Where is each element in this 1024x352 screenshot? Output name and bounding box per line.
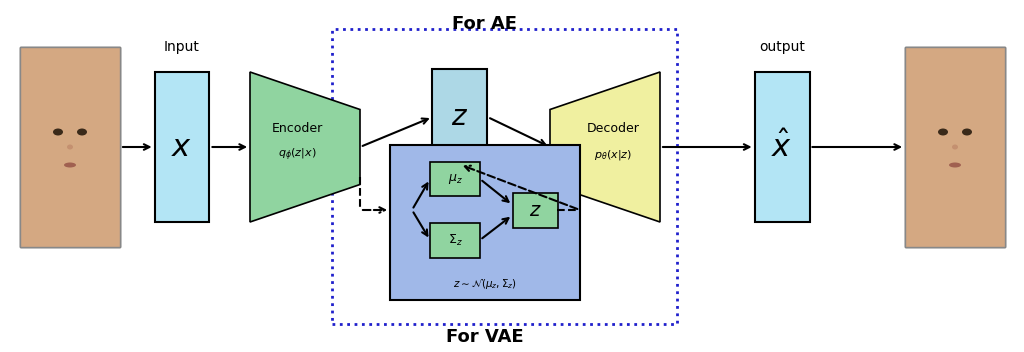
Text: $z$: $z$ [452,103,469,131]
FancyBboxPatch shape [432,69,487,164]
FancyBboxPatch shape [20,47,120,247]
Text: $q_\phi(z|x)$: $q_\phi(z|x)$ [278,147,316,163]
Text: $\hat{x}$: $\hat{x}$ [771,131,793,163]
Text: $z$: $z$ [528,201,542,220]
Ellipse shape [53,128,63,136]
Text: Encoder: Encoder [271,122,323,136]
Polygon shape [550,72,660,222]
Ellipse shape [77,128,87,136]
FancyBboxPatch shape [20,47,120,247]
Text: $p_\theta(x|z)$: $p_\theta(x|z)$ [594,148,632,162]
FancyBboxPatch shape [430,162,480,196]
FancyBboxPatch shape [155,72,210,222]
Ellipse shape [938,128,948,136]
Text: output: output [759,40,805,54]
Text: For AE: For AE [453,15,517,33]
Ellipse shape [962,128,972,136]
Ellipse shape [63,163,76,168]
FancyBboxPatch shape [755,72,810,222]
Polygon shape [250,72,360,222]
Text: $z \sim \mathcal{N}(\mu_z, \Sigma_z)$: $z \sim \mathcal{N}(\mu_z, \Sigma_z)$ [453,277,517,291]
Ellipse shape [949,163,961,168]
Text: Decoder: Decoder [587,122,639,136]
Text: Input: Input [164,40,200,54]
Ellipse shape [952,145,958,150]
FancyBboxPatch shape [905,47,1005,247]
FancyBboxPatch shape [512,193,557,227]
Text: For VAE: For VAE [446,328,524,346]
FancyBboxPatch shape [390,145,580,300]
Text: $x$: $x$ [171,132,193,162]
Ellipse shape [67,145,73,150]
FancyBboxPatch shape [430,222,480,258]
Text: $\mu_z$: $\mu_z$ [447,172,463,186]
FancyBboxPatch shape [905,47,1005,247]
Text: $\Sigma_z$: $\Sigma_z$ [447,232,463,247]
